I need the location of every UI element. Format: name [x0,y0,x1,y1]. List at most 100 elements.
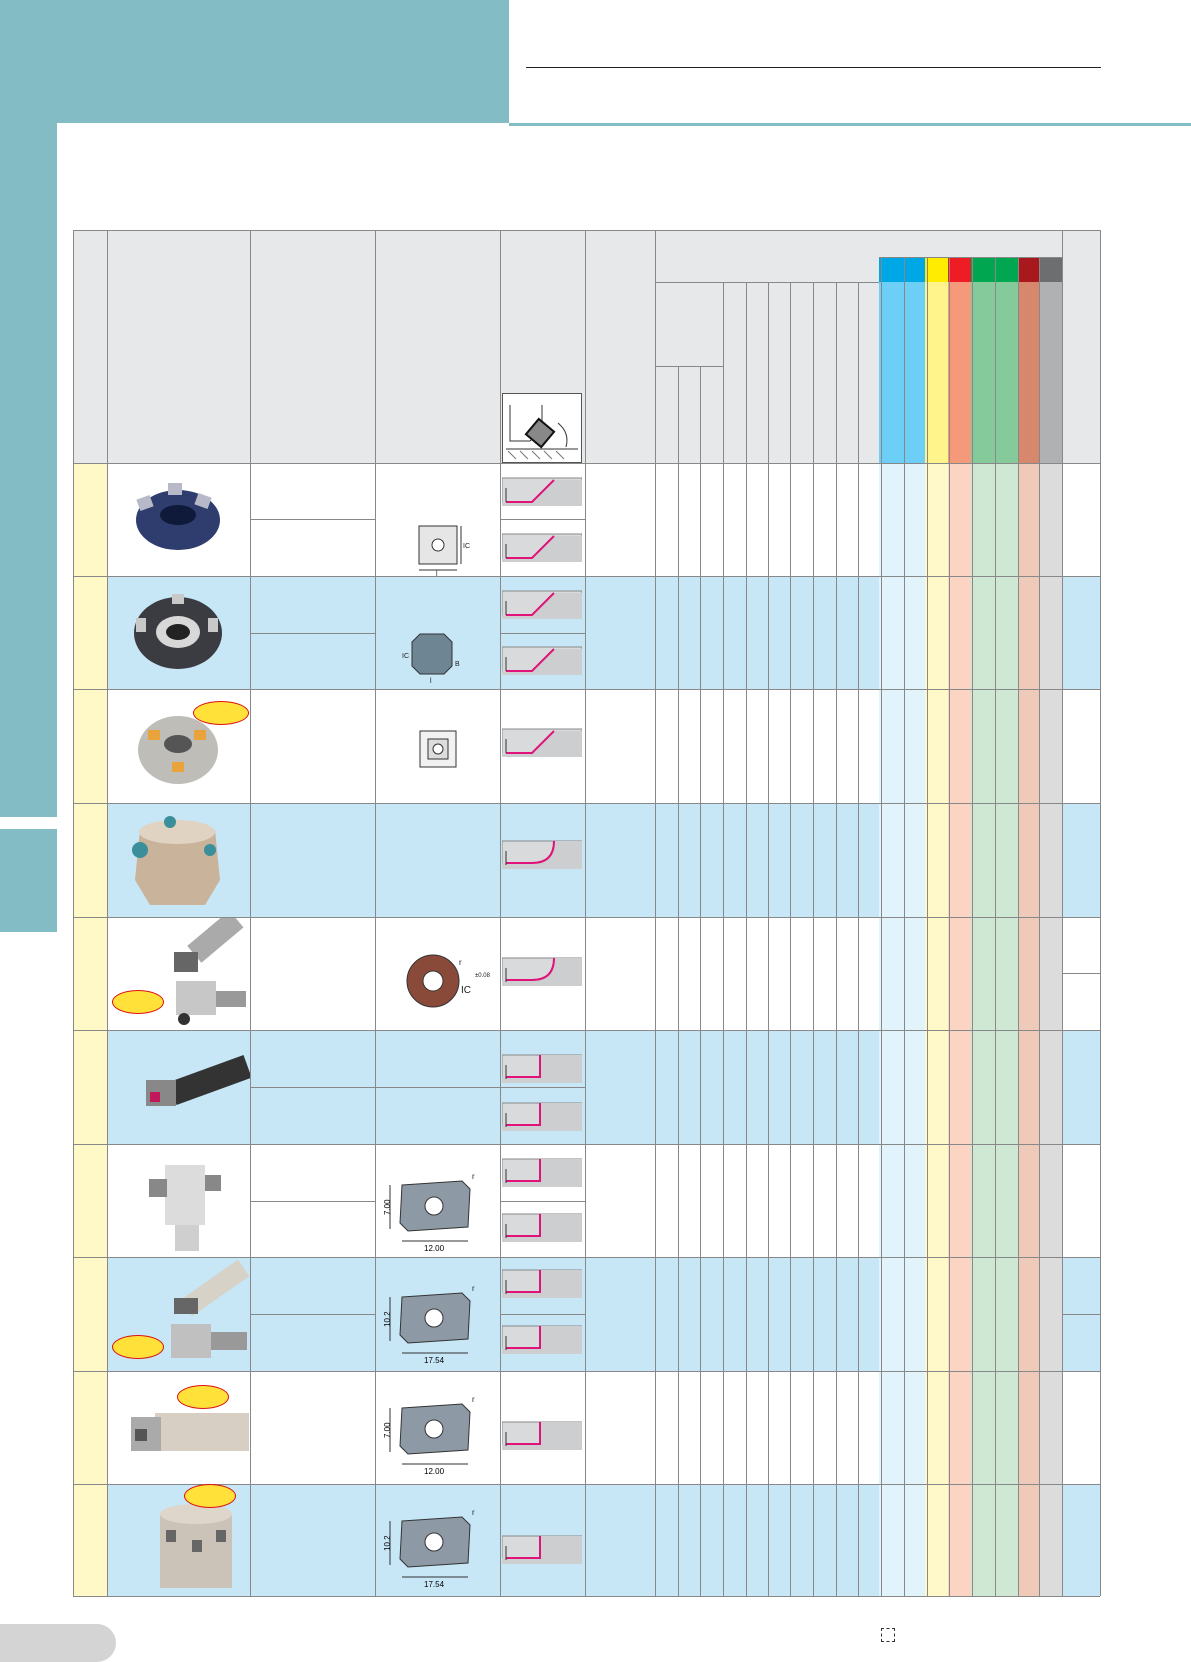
material-body-band [995,282,1018,463]
material-cell [925,917,948,1030]
cutting-profile-icon [502,1325,582,1354]
svg-text:l: l [430,678,432,684]
grid-line [879,257,1062,258]
note-cell [1062,1484,1100,1596]
material-cell [1039,576,1062,689]
svg-text:r: r [472,1395,475,1404]
material-cell [1039,1030,1062,1144]
grid-line [107,230,108,1596]
material-cell [1018,1030,1039,1144]
new-badge [112,1335,164,1359]
material-cell [995,689,1018,803]
square-insert-icon [419,730,457,768]
svg-text:r: r [472,1284,475,1293]
svg-text:±0.08: ±0.08 [475,973,491,979]
material-cell [1018,1484,1039,1596]
material-cell [971,917,995,1030]
grid-line [250,230,251,1596]
grid-line [655,366,723,367]
grid-line [73,1257,1100,1258]
grid-line [250,1314,375,1315]
material-cell [995,463,1018,576]
material-cell [1039,1371,1062,1484]
material-cell [1039,1144,1062,1257]
cutting-profile-icon [502,590,582,619]
grid-line [768,282,769,1596]
shoulder-mill-icon [160,1504,232,1588]
material-cell [948,1257,971,1371]
material-cell [971,1144,995,1257]
material-cell [1039,689,1062,803]
end-mill-icon [146,1055,250,1106]
grid-line [1018,257,1019,1596]
grid-line [73,803,1100,804]
header-teal-block [0,0,509,123]
end-mill-icon [131,1413,249,1451]
material-cell [902,463,925,576]
grid-line [250,1087,585,1088]
grid-line [73,1030,1100,1031]
svg-text:l: l [436,571,438,576]
material-body-band [971,282,995,463]
material-cell [879,1030,902,1144]
material-cell [879,1371,902,1484]
note-cell [1062,576,1100,689]
material-cell [925,463,948,576]
material-cell [879,1484,902,1596]
material-body-band [1039,282,1062,463]
cutting-profile-icon [502,1054,582,1083]
material-cell [925,1371,948,1484]
material-body-band [925,282,948,463]
cutting-profile-icon [502,1213,582,1242]
svg-text:r: r [459,958,462,967]
material-cell [948,576,971,689]
grid-line [250,1201,375,1202]
insert-length-label: 10.2 [383,1311,392,1327]
grid-line [1062,973,1100,974]
face-mill-icon [134,594,222,669]
footnote-marker-box [881,1628,895,1642]
material-top-band [925,257,948,282]
grid-line [904,257,905,1596]
material-cell [971,1257,995,1371]
grid-line [858,282,859,1596]
shoulder-mill-icon [149,1165,221,1251]
material-cell [971,689,995,803]
table-row [107,463,879,576]
material-cell [1018,576,1039,689]
new-badge [177,1385,229,1409]
material-cell [948,803,971,917]
cutting-profile-icon [502,1102,582,1131]
material-cell [1018,803,1039,917]
new-badge [184,1484,236,1508]
grid-line [73,230,1100,231]
material-top-band [1018,257,1039,282]
grid-line [836,282,837,1596]
new-badge [193,701,249,725]
insert-width-label: 17.54 [424,1580,445,1588]
grid-line [972,257,973,1596]
table-row [107,1144,879,1257]
grid-line [73,917,1100,918]
material-cell [995,917,1018,1030]
material-cell [995,1144,1018,1257]
insert-width-label: 17.54 [424,1356,445,1364]
grid-line [881,257,882,1596]
material-cell [1039,1257,1062,1371]
material-body-band [902,282,925,463]
grid-line [949,257,950,1596]
material-cell [948,689,971,803]
material-cell [925,803,948,917]
grid-line [1100,230,1101,1596]
material-cell [879,463,902,576]
material-cell [971,576,995,689]
header-teal-rule [509,123,1191,126]
grid-line [585,230,586,1596]
insert-length-label: 7.00 [383,1199,392,1215]
cutting-profile-icon [502,477,582,506]
material-cell [995,1484,1018,1596]
material-cell [948,463,971,576]
material-cell [902,1144,925,1257]
material-cell [1018,689,1039,803]
